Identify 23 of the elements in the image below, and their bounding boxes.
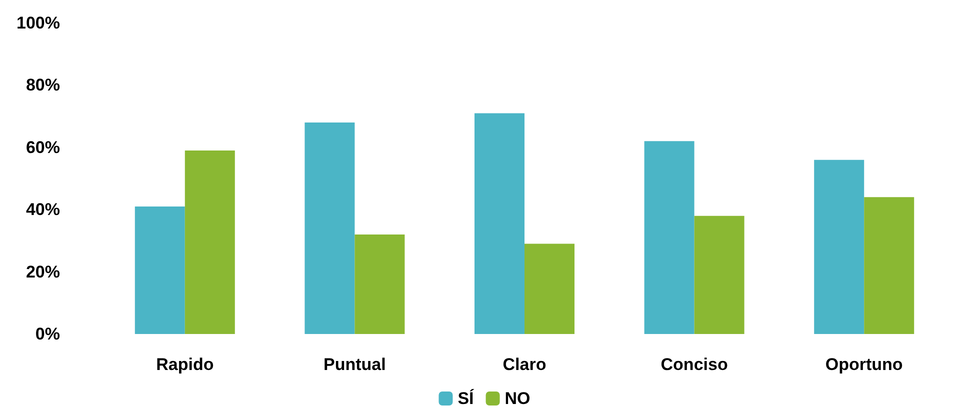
x-tick-label: Conciso xyxy=(660,355,728,374)
y-tick-label: 60% xyxy=(26,138,60,157)
bar xyxy=(644,141,694,334)
y-tick-label: 0% xyxy=(35,324,60,344)
x-tick-label: Puntual xyxy=(324,355,386,374)
bar xyxy=(694,216,744,334)
y-tick-label: 80% xyxy=(26,76,60,95)
bar xyxy=(864,197,914,334)
legend-label: NO xyxy=(504,389,530,408)
bar xyxy=(184,150,235,334)
bar xyxy=(474,113,524,334)
bar xyxy=(304,122,355,334)
x-tick-label: Rapido xyxy=(156,355,214,374)
y-tick-label: 20% xyxy=(26,262,60,282)
bar xyxy=(814,160,864,334)
y-tick-label: 100% xyxy=(16,14,60,32)
y-tick-label: 40% xyxy=(26,200,60,220)
x-tick-label: Claro xyxy=(502,355,546,374)
bar xyxy=(134,206,185,334)
legend-label: SÍ xyxy=(458,388,476,408)
x-tick-label: Oportuno xyxy=(825,355,903,374)
bar xyxy=(524,244,574,334)
bar xyxy=(354,234,405,334)
